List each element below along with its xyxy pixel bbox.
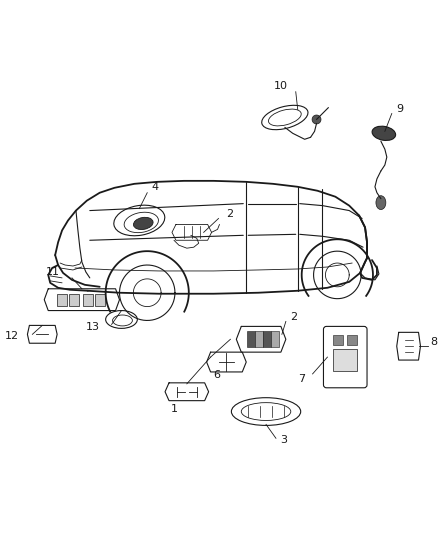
- Bar: [333, 335, 343, 345]
- Bar: [57, 294, 67, 305]
- Text: 10: 10: [274, 81, 288, 91]
- Text: 9: 9: [397, 103, 404, 114]
- Text: 2: 2: [226, 208, 233, 219]
- Text: 13: 13: [86, 322, 100, 333]
- Text: 8: 8: [431, 337, 438, 347]
- Text: 4: 4: [151, 182, 158, 192]
- Text: 2: 2: [290, 312, 297, 322]
- Ellipse shape: [134, 217, 153, 230]
- FancyBboxPatch shape: [324, 326, 367, 388]
- Bar: [95, 294, 105, 305]
- Bar: [247, 332, 255, 347]
- Bar: [83, 294, 93, 305]
- Bar: [255, 332, 263, 347]
- Ellipse shape: [372, 126, 396, 141]
- Bar: [263, 332, 271, 347]
- Text: 3: 3: [280, 435, 287, 445]
- Ellipse shape: [376, 196, 386, 209]
- Text: 6: 6: [213, 370, 220, 380]
- Text: 11: 11: [46, 267, 60, 277]
- Bar: [333, 349, 357, 371]
- Text: 7: 7: [299, 374, 306, 384]
- Bar: [69, 294, 79, 305]
- Bar: [271, 332, 279, 347]
- Text: 1: 1: [170, 403, 177, 414]
- Bar: [347, 335, 357, 345]
- Ellipse shape: [312, 115, 321, 124]
- Text: 12: 12: [4, 332, 18, 341]
